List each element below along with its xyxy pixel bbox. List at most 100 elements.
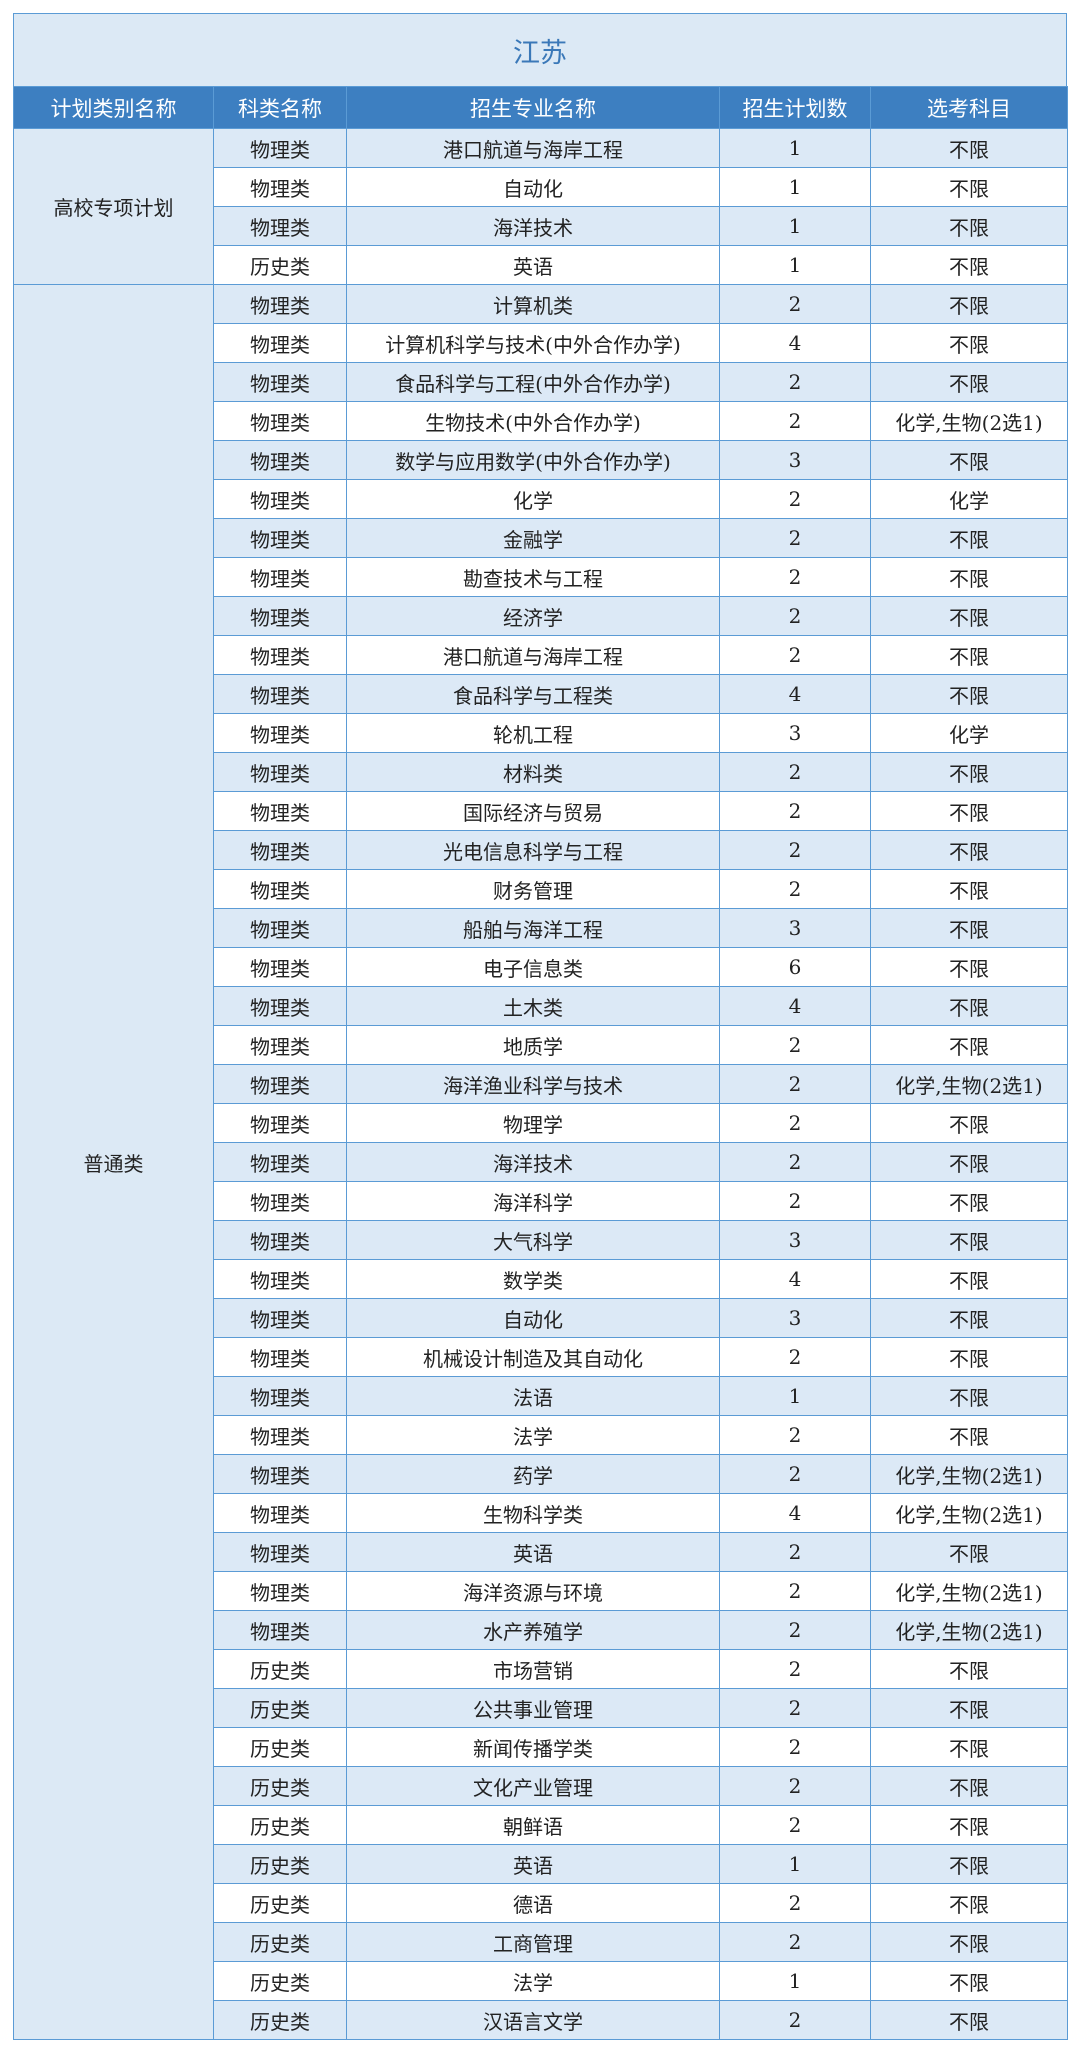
major: 法语 (346, 1376, 720, 1416)
table-row: 物理类 大气科学 3 不限 (14, 1220, 1068, 1260)
subject-type: 历史类 (213, 1727, 347, 1767)
table-row: 物理类 计算机科学与技术(中外合作办学) 4 不限 (14, 323, 1068, 363)
subject-type: 物理类 (213, 1181, 347, 1221)
major: 食品科学与工程类 (346, 674, 720, 714)
table-row: 历史类 英语 1 不限 (14, 1844, 1068, 1884)
plan-count: 1 (719, 1844, 871, 1884)
required-subjects: 不限 (870, 1649, 1068, 1689)
subject-type: 历史类 (213, 1766, 347, 1806)
subject-type: 物理类 (213, 401, 347, 441)
subject-type: 物理类 (213, 1220, 347, 1260)
table-row: 物理类 财务管理 2 不限 (14, 869, 1068, 909)
table-row: 物理类 药学 2 化学,生物(2选1) (14, 1454, 1068, 1494)
plan-count: 2 (719, 1025, 871, 1065)
subject-type: 物理类 (213, 947, 347, 987)
required-subjects: 不限 (870, 128, 1068, 168)
required-subjects: 不限 (870, 1532, 1068, 1572)
plan-count: 2 (719, 1337, 871, 1377)
required-subjects: 化学 (870, 713, 1068, 753)
major: 数学与应用数学(中外合作办学) (346, 440, 720, 480)
major: 汉语言文学 (346, 2000, 720, 2040)
table-row: 物理类 地质学 2 不限 (14, 1025, 1068, 1065)
major: 自动化 (346, 167, 720, 207)
table-row: 物理类 土木类 4 不限 (14, 986, 1068, 1026)
table-row: 物理类 海洋技术 1 不限 (14, 206, 1068, 246)
table-row: 物理类 海洋科学 2 不限 (14, 1181, 1068, 1221)
major: 海洋技术 (346, 206, 720, 246)
major: 港口航道与海岸工程 (346, 635, 720, 675)
table-row: 物理类 国际经济与贸易 2 不限 (14, 791, 1068, 831)
table-row: 物理类 船舶与海洋工程 3 不限 (14, 908, 1068, 948)
required-subjects: 不限 (870, 284, 1068, 324)
required-subjects: 不限 (870, 986, 1068, 1026)
plan-count: 1 (719, 128, 871, 168)
plan-count: 2 (719, 1454, 871, 1494)
major: 英语 (346, 1844, 720, 1884)
subject-type: 物理类 (213, 1454, 347, 1494)
table-row: 物理类 金融学 2 不限 (14, 518, 1068, 558)
table-row: 物理类 电子信息类 6 不限 (14, 947, 1068, 987)
plan-count: 4 (719, 1259, 871, 1299)
major: 光电信息科学与工程 (346, 830, 720, 870)
subject-type: 物理类 (213, 908, 347, 948)
major: 海洋科学 (346, 1181, 720, 1221)
subject-type: 历史类 (213, 1961, 347, 2001)
plan-count: 4 (719, 986, 871, 1026)
major: 自动化 (346, 1298, 720, 1338)
plan-count: 2 (719, 1415, 871, 1455)
required-subjects: 不限 (870, 908, 1068, 948)
subject-type: 历史类 (213, 245, 347, 285)
plan-count: 2 (719, 1532, 871, 1572)
subject-type: 物理类 (213, 752, 347, 792)
table-title: 江苏 (13, 13, 1067, 86)
subject-type: 物理类 (213, 1337, 347, 1377)
table-row: 物理类 英语 2 不限 (14, 1532, 1068, 1572)
required-subjects: 不限 (870, 362, 1068, 402)
required-subjects: 化学,生物(2选1) (870, 1610, 1068, 1650)
major: 金融学 (346, 518, 720, 558)
subject-type: 物理类 (213, 1493, 347, 1533)
plan-count: 2 (719, 362, 871, 402)
table-row: 历史类 公共事业管理 2 不限 (14, 1688, 1068, 1728)
subject-type: 物理类 (213, 635, 347, 675)
required-subjects: 不限 (870, 1142, 1068, 1182)
required-subjects: 不限 (870, 1259, 1068, 1299)
required-subjects: 化学,生物(2选1) (870, 401, 1068, 441)
required-subjects: 不限 (870, 206, 1068, 246)
required-subjects: 不限 (870, 791, 1068, 831)
required-subjects: 不限 (870, 1922, 1068, 1962)
major: 材料类 (346, 752, 720, 792)
required-subjects: 不限 (870, 674, 1068, 714)
table-row: 物理类 生物技术(中外合作办学) 2 化学,生物(2选1) (14, 401, 1068, 441)
plan-count: 2 (719, 1142, 871, 1182)
plan-count: 2 (719, 1688, 871, 1728)
major: 朝鲜语 (346, 1805, 720, 1845)
plan-category: 普通类 (13, 284, 214, 2040)
plan-count: 2 (719, 1727, 871, 1767)
subject-type: 物理类 (213, 1025, 347, 1065)
subject-type: 物理类 (213, 1571, 347, 1611)
plan-count: 2 (719, 1922, 871, 1962)
required-subjects: 不限 (870, 557, 1068, 597)
required-subjects: 不限 (870, 1883, 1068, 1923)
required-subjects: 化学,生物(2选1) (870, 1454, 1068, 1494)
table-row: 物理类 海洋技术 2 不限 (14, 1142, 1068, 1182)
subject-type: 物理类 (213, 206, 347, 246)
major: 勘查技术与工程 (346, 557, 720, 597)
plan-count: 2 (719, 2000, 871, 2040)
required-subjects: 不限 (870, 167, 1068, 207)
table: 计划类别名称 科类名称 招生专业名称 招生计划数 选考科目 高校专项计划 物理类 港口航道与… (13, 86, 1068, 2040)
table-row: 历史类 汉语言文学 2 不限 (14, 2000, 1068, 2040)
required-subjects: 不限 (870, 1298, 1068, 1338)
table-row: 物理类 材料类 2 不限 (14, 752, 1068, 792)
required-subjects: 化学,生物(2选1) (870, 1493, 1068, 1533)
table-row: 历史类 市场营销 2 不限 (14, 1649, 1068, 1689)
required-subjects: 不限 (870, 1766, 1068, 1806)
plan-count: 2 (719, 1805, 871, 1845)
plan-count: 1 (719, 245, 871, 285)
required-subjects: 不限 (870, 1220, 1068, 1260)
major: 工商管理 (346, 1922, 720, 1962)
plan-count: 1 (719, 167, 871, 207)
subject-type: 物理类 (213, 167, 347, 207)
